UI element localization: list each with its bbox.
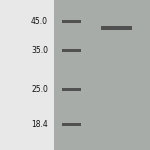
FancyBboxPatch shape <box>62 88 81 91</box>
Text: 45.0: 45.0 <box>31 17 48 26</box>
FancyBboxPatch shape <box>62 49 81 52</box>
FancyBboxPatch shape <box>62 20 81 23</box>
FancyBboxPatch shape <box>101 26 132 30</box>
Text: 18.4: 18.4 <box>31 120 48 129</box>
Text: 35.0: 35.0 <box>31 46 48 55</box>
FancyBboxPatch shape <box>54 0 150 150</box>
FancyBboxPatch shape <box>62 123 81 126</box>
Text: 25.0: 25.0 <box>31 85 48 94</box>
